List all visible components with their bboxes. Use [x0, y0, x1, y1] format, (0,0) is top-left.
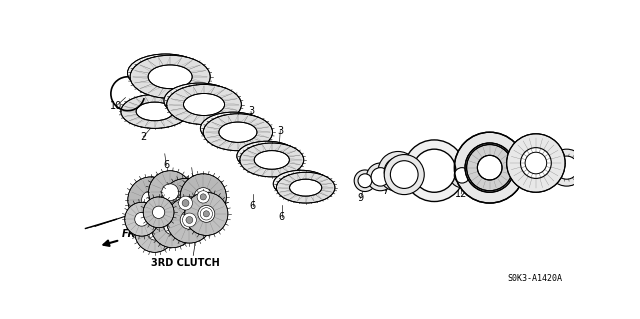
Ellipse shape: [237, 141, 298, 171]
Circle shape: [548, 149, 585, 186]
Circle shape: [185, 192, 228, 235]
Circle shape: [467, 145, 513, 191]
Text: 3: 3: [194, 70, 200, 80]
Circle shape: [465, 143, 515, 192]
Ellipse shape: [254, 151, 289, 169]
Text: 9: 9: [357, 193, 364, 204]
Ellipse shape: [136, 102, 173, 121]
Text: 6: 6: [250, 201, 255, 211]
Ellipse shape: [276, 172, 335, 203]
Circle shape: [378, 152, 418, 191]
Text: 3: 3: [248, 107, 254, 116]
Text: 3RD CLUTCH: 3RD CLUTCH: [151, 258, 220, 268]
Circle shape: [477, 155, 502, 180]
Text: S0K3-A1420A: S0K3-A1420A: [508, 274, 563, 283]
Ellipse shape: [184, 93, 225, 115]
Circle shape: [180, 211, 198, 229]
Circle shape: [384, 154, 424, 195]
Ellipse shape: [166, 85, 241, 124]
Circle shape: [143, 197, 174, 228]
Circle shape: [507, 134, 565, 192]
Circle shape: [151, 204, 194, 248]
Circle shape: [200, 208, 212, 220]
Text: 11: 11: [562, 178, 574, 188]
Circle shape: [135, 212, 148, 226]
Text: 6: 6: [163, 160, 170, 170]
Ellipse shape: [130, 55, 210, 98]
Circle shape: [162, 184, 179, 201]
Text: 13: 13: [495, 176, 508, 186]
Ellipse shape: [148, 65, 192, 89]
Ellipse shape: [273, 170, 329, 197]
Circle shape: [161, 178, 210, 228]
Circle shape: [525, 152, 547, 174]
Text: FR.: FR.: [122, 229, 140, 239]
Text: 1: 1: [433, 181, 439, 191]
Text: 4: 4: [534, 172, 541, 182]
Circle shape: [390, 161, 418, 189]
Ellipse shape: [219, 122, 257, 142]
Circle shape: [371, 168, 390, 186]
Circle shape: [367, 163, 394, 191]
Circle shape: [204, 211, 209, 217]
Circle shape: [141, 191, 160, 209]
Ellipse shape: [216, 120, 250, 137]
Ellipse shape: [289, 179, 322, 196]
Circle shape: [454, 132, 525, 203]
Ellipse shape: [164, 83, 235, 118]
Circle shape: [194, 188, 212, 206]
Text: 12: 12: [455, 189, 467, 199]
Circle shape: [197, 191, 209, 203]
Text: 5: 5: [401, 183, 406, 193]
Circle shape: [354, 170, 376, 191]
Ellipse shape: [287, 177, 316, 191]
Ellipse shape: [240, 143, 304, 177]
Circle shape: [147, 225, 163, 240]
Circle shape: [128, 177, 174, 223]
Circle shape: [125, 202, 159, 236]
Circle shape: [413, 149, 456, 192]
Ellipse shape: [204, 114, 273, 151]
Text: 6: 6: [190, 175, 196, 185]
Text: 3: 3: [277, 126, 284, 136]
Circle shape: [403, 140, 465, 202]
Circle shape: [148, 171, 192, 214]
Circle shape: [135, 212, 175, 252]
Circle shape: [175, 193, 196, 213]
Text: 7: 7: [383, 186, 389, 196]
Circle shape: [555, 156, 579, 179]
Text: 2: 2: [140, 132, 147, 142]
Ellipse shape: [200, 112, 266, 145]
Circle shape: [454, 168, 470, 183]
Text: 10: 10: [110, 101, 122, 111]
Ellipse shape: [121, 94, 189, 128]
Circle shape: [164, 218, 181, 235]
Circle shape: [179, 196, 193, 210]
Circle shape: [450, 163, 474, 188]
Circle shape: [200, 194, 206, 200]
Circle shape: [186, 217, 193, 224]
Circle shape: [198, 205, 215, 222]
Circle shape: [182, 200, 189, 206]
Circle shape: [520, 148, 551, 178]
Circle shape: [152, 206, 164, 219]
Text: 6: 6: [279, 212, 285, 222]
Circle shape: [166, 197, 212, 243]
Text: 3: 3: [173, 55, 179, 65]
Text: 8: 8: [479, 181, 485, 191]
Ellipse shape: [181, 92, 218, 110]
Ellipse shape: [127, 54, 204, 92]
Ellipse shape: [146, 63, 186, 83]
Text: 3: 3: [219, 87, 225, 97]
Text: 6: 6: [220, 189, 225, 199]
Circle shape: [182, 213, 196, 227]
Circle shape: [180, 174, 227, 220]
Ellipse shape: [252, 148, 283, 164]
Circle shape: [384, 158, 412, 185]
Circle shape: [358, 174, 372, 188]
